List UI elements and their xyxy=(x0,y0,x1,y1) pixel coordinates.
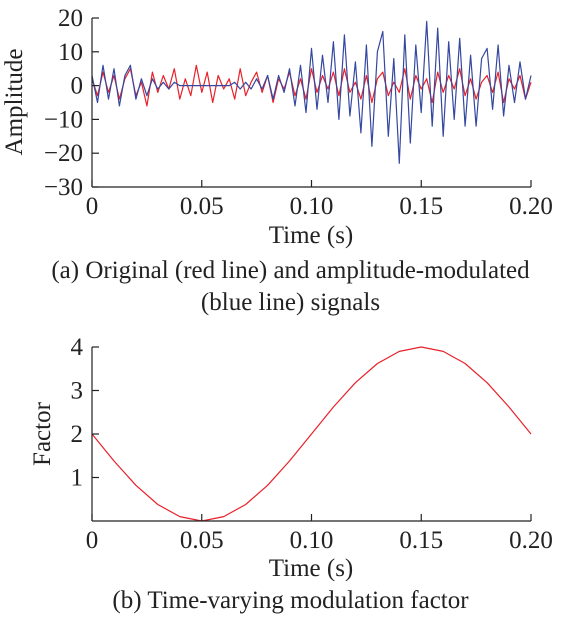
chart-b-ytick-label-1: 2 xyxy=(71,421,84,448)
chart-b-xlabel: Time (s) xyxy=(269,555,354,582)
chart-b-series-0-line xyxy=(91,346,532,522)
chart-a-axes xyxy=(91,18,531,188)
chart-a-ytick-label-5: 20 xyxy=(58,5,83,32)
chart-a-series-group xyxy=(91,20,532,164)
chart-b-xtick-label-1: 0.05 xyxy=(180,527,224,554)
chart-b-xtick-label-2: 0.10 xyxy=(290,527,334,554)
chart-a-ticks: 0 0.05 0.10 0.15 0.20 −30 −20 −10 0 10 20 xyxy=(44,5,553,220)
chart-a-xlabel: Time (s) xyxy=(269,222,354,249)
chart-a-xtick-label-2: 0.10 xyxy=(290,193,334,220)
chart-b-ytick-label-3: 4 xyxy=(71,334,84,361)
chart-b-ticks: 0 0.05 0.10 0.15 0.20 1 2 3 4 xyxy=(71,334,553,554)
chart-a-ytick-label-2: −10 xyxy=(44,106,83,133)
chart-a-caption-line2: (blue line) signals xyxy=(200,289,381,316)
chart-b-xtick-label-4: 0.20 xyxy=(509,527,553,554)
chart-a-ytick-label-1: −20 xyxy=(44,140,83,167)
chart-a-xtick-label-3: 0.15 xyxy=(399,193,443,220)
chart-b-series-group xyxy=(91,346,532,522)
chart-a-series-0-line xyxy=(91,64,532,107)
chart-b-ytick-label-2: 3 xyxy=(71,378,84,405)
chart-a-xtick-label-0: 0 xyxy=(86,193,99,220)
chart-b-ytick-label-0: 1 xyxy=(71,465,84,492)
chart-a-caption-line1: (a) Original (red line) and amplitude-mo… xyxy=(51,257,530,284)
chart-a-ytick-label-4: 10 xyxy=(58,39,83,66)
chart-a-ylabel: Amplitude xyxy=(1,49,28,156)
chart-a-xtick-label-4: 0.20 xyxy=(509,193,553,220)
chart-a-xtick-label-1: 0.05 xyxy=(180,193,224,220)
chart-a-ytick-label-0: −30 xyxy=(44,174,83,201)
chart-a: 0 0.05 0.10 0.15 0.20 −30 −20 −10 0 10 20 Time (s)… xyxy=(1,5,553,249)
chart-b: 0 0.05 0.10 0.15 0.20 1 2 3 4 Time (s) Factor xyxy=(29,334,553,582)
chart-b-ylabel: Factor xyxy=(29,401,56,466)
chart-a-ytick-label-3: 0 xyxy=(71,73,84,100)
chart-a-series-1-line xyxy=(91,20,532,164)
chart-b-caption: (b) Time-varying modulation factor xyxy=(112,587,469,614)
chart-a-caption: (a) Original (red line) and amplitude-mo… xyxy=(0,255,581,319)
chart-b-xtick-label-0: 0 xyxy=(86,527,99,554)
chart-b-xtick-label-3: 0.15 xyxy=(399,527,443,554)
